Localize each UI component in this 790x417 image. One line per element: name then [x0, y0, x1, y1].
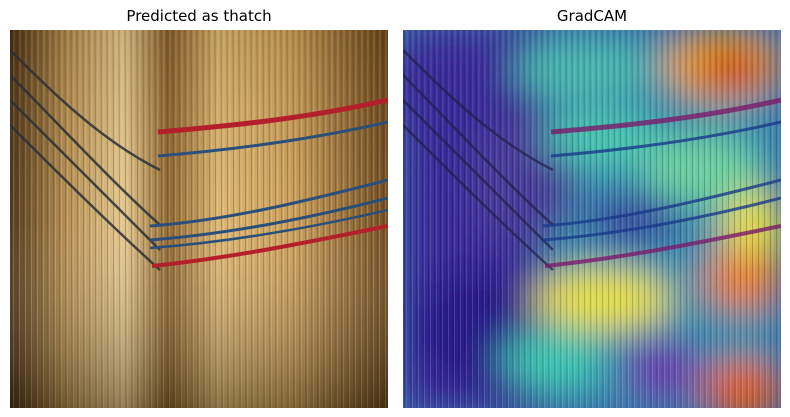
panel-title-gradcam: GradCAM [556, 7, 628, 25]
thatch-photo-svg [10, 30, 388, 408]
thatch-photo [10, 30, 388, 408]
gradcam-heatmap-svg [403, 30, 781, 408]
gradcam-heatmap-overlay [403, 30, 781, 408]
panel-title-original: Predicted as thatch [126, 7, 272, 25]
